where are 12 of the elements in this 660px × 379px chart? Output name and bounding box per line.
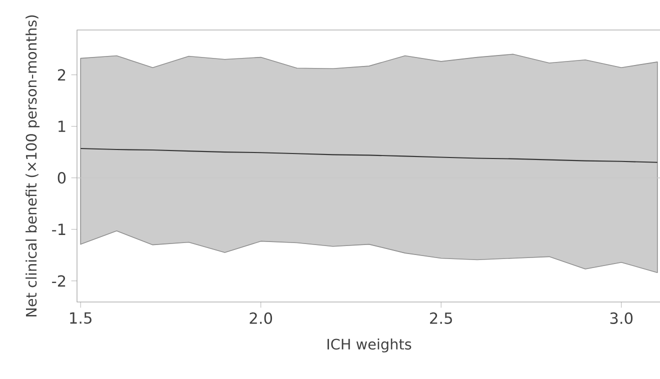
y-axis-title: Net clinical benefit (×100 person-months): [26, 15, 40, 316]
y-tick-label: 0: [58, 172, 66, 184]
y-tick-label: -2: [52, 275, 66, 287]
x-axis-title: ICH weights: [328, 338, 412, 352]
line-series: [80, 148, 658, 163]
x-tick-label: 2.5: [430, 312, 452, 324]
x-tick-label: 2.0: [250, 312, 272, 324]
y-tick-label: 2: [58, 69, 66, 81]
x-tick-label: 1.5: [70, 312, 92, 324]
y-tick-label: -1: [52, 224, 66, 235]
y-tick-label: 1: [58, 120, 66, 132]
x-tick-label: 3.0: [610, 312, 633, 324]
